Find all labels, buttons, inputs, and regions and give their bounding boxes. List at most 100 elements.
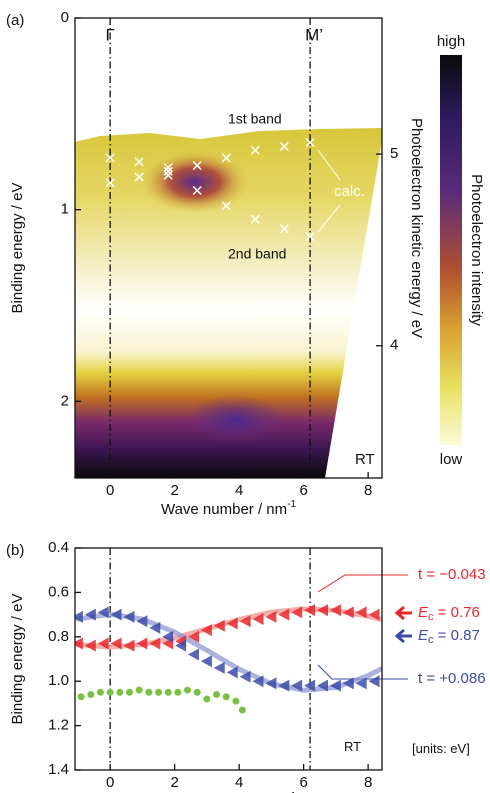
data-point [184, 686, 192, 694]
data-point [123, 639, 135, 652]
calc-point [105, 153, 115, 163]
data-point [136, 637, 148, 650]
x-axis-label-text: Wave number / nm [161, 501, 287, 518]
annotation-text: t = +0.086 [418, 670, 486, 687]
panel [75, 548, 382, 770]
x-axis-label: Wave number / nm-1 [161, 499, 296, 518]
data-point [155, 688, 163, 696]
data-point [164, 688, 172, 696]
annotation-sub: c [428, 611, 434, 623]
data-point [304, 679, 316, 692]
data-point [222, 693, 230, 701]
x-tick-label: 2 [170, 482, 178, 499]
annotation: RT [355, 451, 375, 468]
data-point [97, 606, 109, 619]
y-axis-label: Binding energy / eV [9, 594, 26, 725]
y-tick-label: 1.2 [48, 717, 69, 734]
calc-point [279, 224, 289, 234]
series-label: 1st band [228, 111, 282, 127]
data-point [342, 677, 354, 690]
data-point [265, 677, 277, 690]
data-point [136, 615, 148, 628]
data-point [252, 613, 264, 626]
data-point [87, 691, 95, 699]
data-point [213, 619, 225, 632]
data-point [278, 608, 290, 621]
data-point [84, 639, 96, 652]
data-point [291, 679, 303, 692]
annotation-text: RT [355, 451, 375, 468]
data-point [316, 679, 328, 692]
data-point [200, 624, 212, 637]
y-tick-label: 0.6 [48, 583, 69, 600]
data-point [342, 606, 354, 619]
data-point [329, 604, 341, 617]
data-point [106, 688, 114, 696]
calc-point [163, 170, 173, 180]
data-point [162, 630, 174, 643]
data-point [175, 639, 187, 652]
data-point [125, 688, 133, 696]
point-label: Γ [105, 25, 114, 44]
data-point [239, 615, 251, 628]
y2-tick-label: 4 [390, 337, 398, 354]
annotation: t = −0.043 [418, 566, 486, 583]
calc-point [221, 201, 231, 211]
x-tick-label: 4 [235, 482, 243, 499]
y-tick-label: 2 [61, 392, 69, 409]
y2-axis-label: Photoelectron kinetic energy / eV [408, 118, 425, 338]
data-point [226, 666, 238, 679]
annotation-tail: = 0.87 [434, 627, 480, 644]
data-point [75, 637, 83, 650]
x-tick-label: 8 [364, 774, 372, 791]
calc-point [221, 153, 231, 163]
annotation-text: E [418, 627, 429, 644]
annotation: calc. [334, 183, 365, 200]
y-tick-label: 0.8 [48, 628, 69, 645]
calc-point [163, 162, 173, 173]
colorbar-low: low [440, 451, 463, 468]
data-point [304, 604, 316, 617]
data-point [213, 691, 221, 699]
annotation-tail: = 0.76 [434, 604, 480, 621]
plot-frame [74, 547, 383, 771]
annotation: RT [344, 739, 361, 754]
annotation: [units: eV] [412, 741, 470, 756]
data-point [252, 675, 264, 688]
annotation-text: [units: eV] [412, 741, 470, 756]
data-point [97, 637, 109, 650]
data-point [278, 679, 290, 692]
x-tick-label: 6 [299, 482, 307, 499]
annotation-leaders [317, 574, 412, 680]
data-point [193, 688, 201, 696]
calc-point [305, 138, 315, 148]
data-point [368, 608, 380, 621]
y-tick-label: 0 [61, 9, 69, 26]
data-point [77, 693, 85, 701]
x-tick-label: 4 [235, 774, 243, 791]
calc-point [279, 141, 289, 151]
data-point [316, 604, 328, 617]
x-tick-label: 0 [106, 774, 114, 791]
y-tick-label: 1 [61, 201, 69, 218]
calc-point [134, 157, 144, 167]
calc-point [250, 214, 260, 224]
intensity-map [75, 128, 382, 478]
calc-point [163, 166, 173, 176]
data-point [135, 686, 143, 694]
leader-lines [317, 149, 341, 233]
panel-label: (b) [6, 542, 24, 559]
data-point [291, 606, 303, 619]
data-point [355, 677, 367, 690]
colorbar [440, 55, 462, 445]
x-tick-label: 6 [299, 774, 307, 791]
colorbar-high: high [437, 33, 465, 50]
annotation: Ec = 0.87 [418, 627, 480, 646]
annotation-text: calc. [334, 183, 365, 200]
calc-point [105, 178, 115, 188]
data-point [75, 610, 83, 623]
data-point [329, 679, 341, 692]
y-tick-label: 1.0 [48, 672, 69, 689]
data-point [238, 706, 246, 714]
y-tick-label: 1.4 [48, 761, 69, 778]
